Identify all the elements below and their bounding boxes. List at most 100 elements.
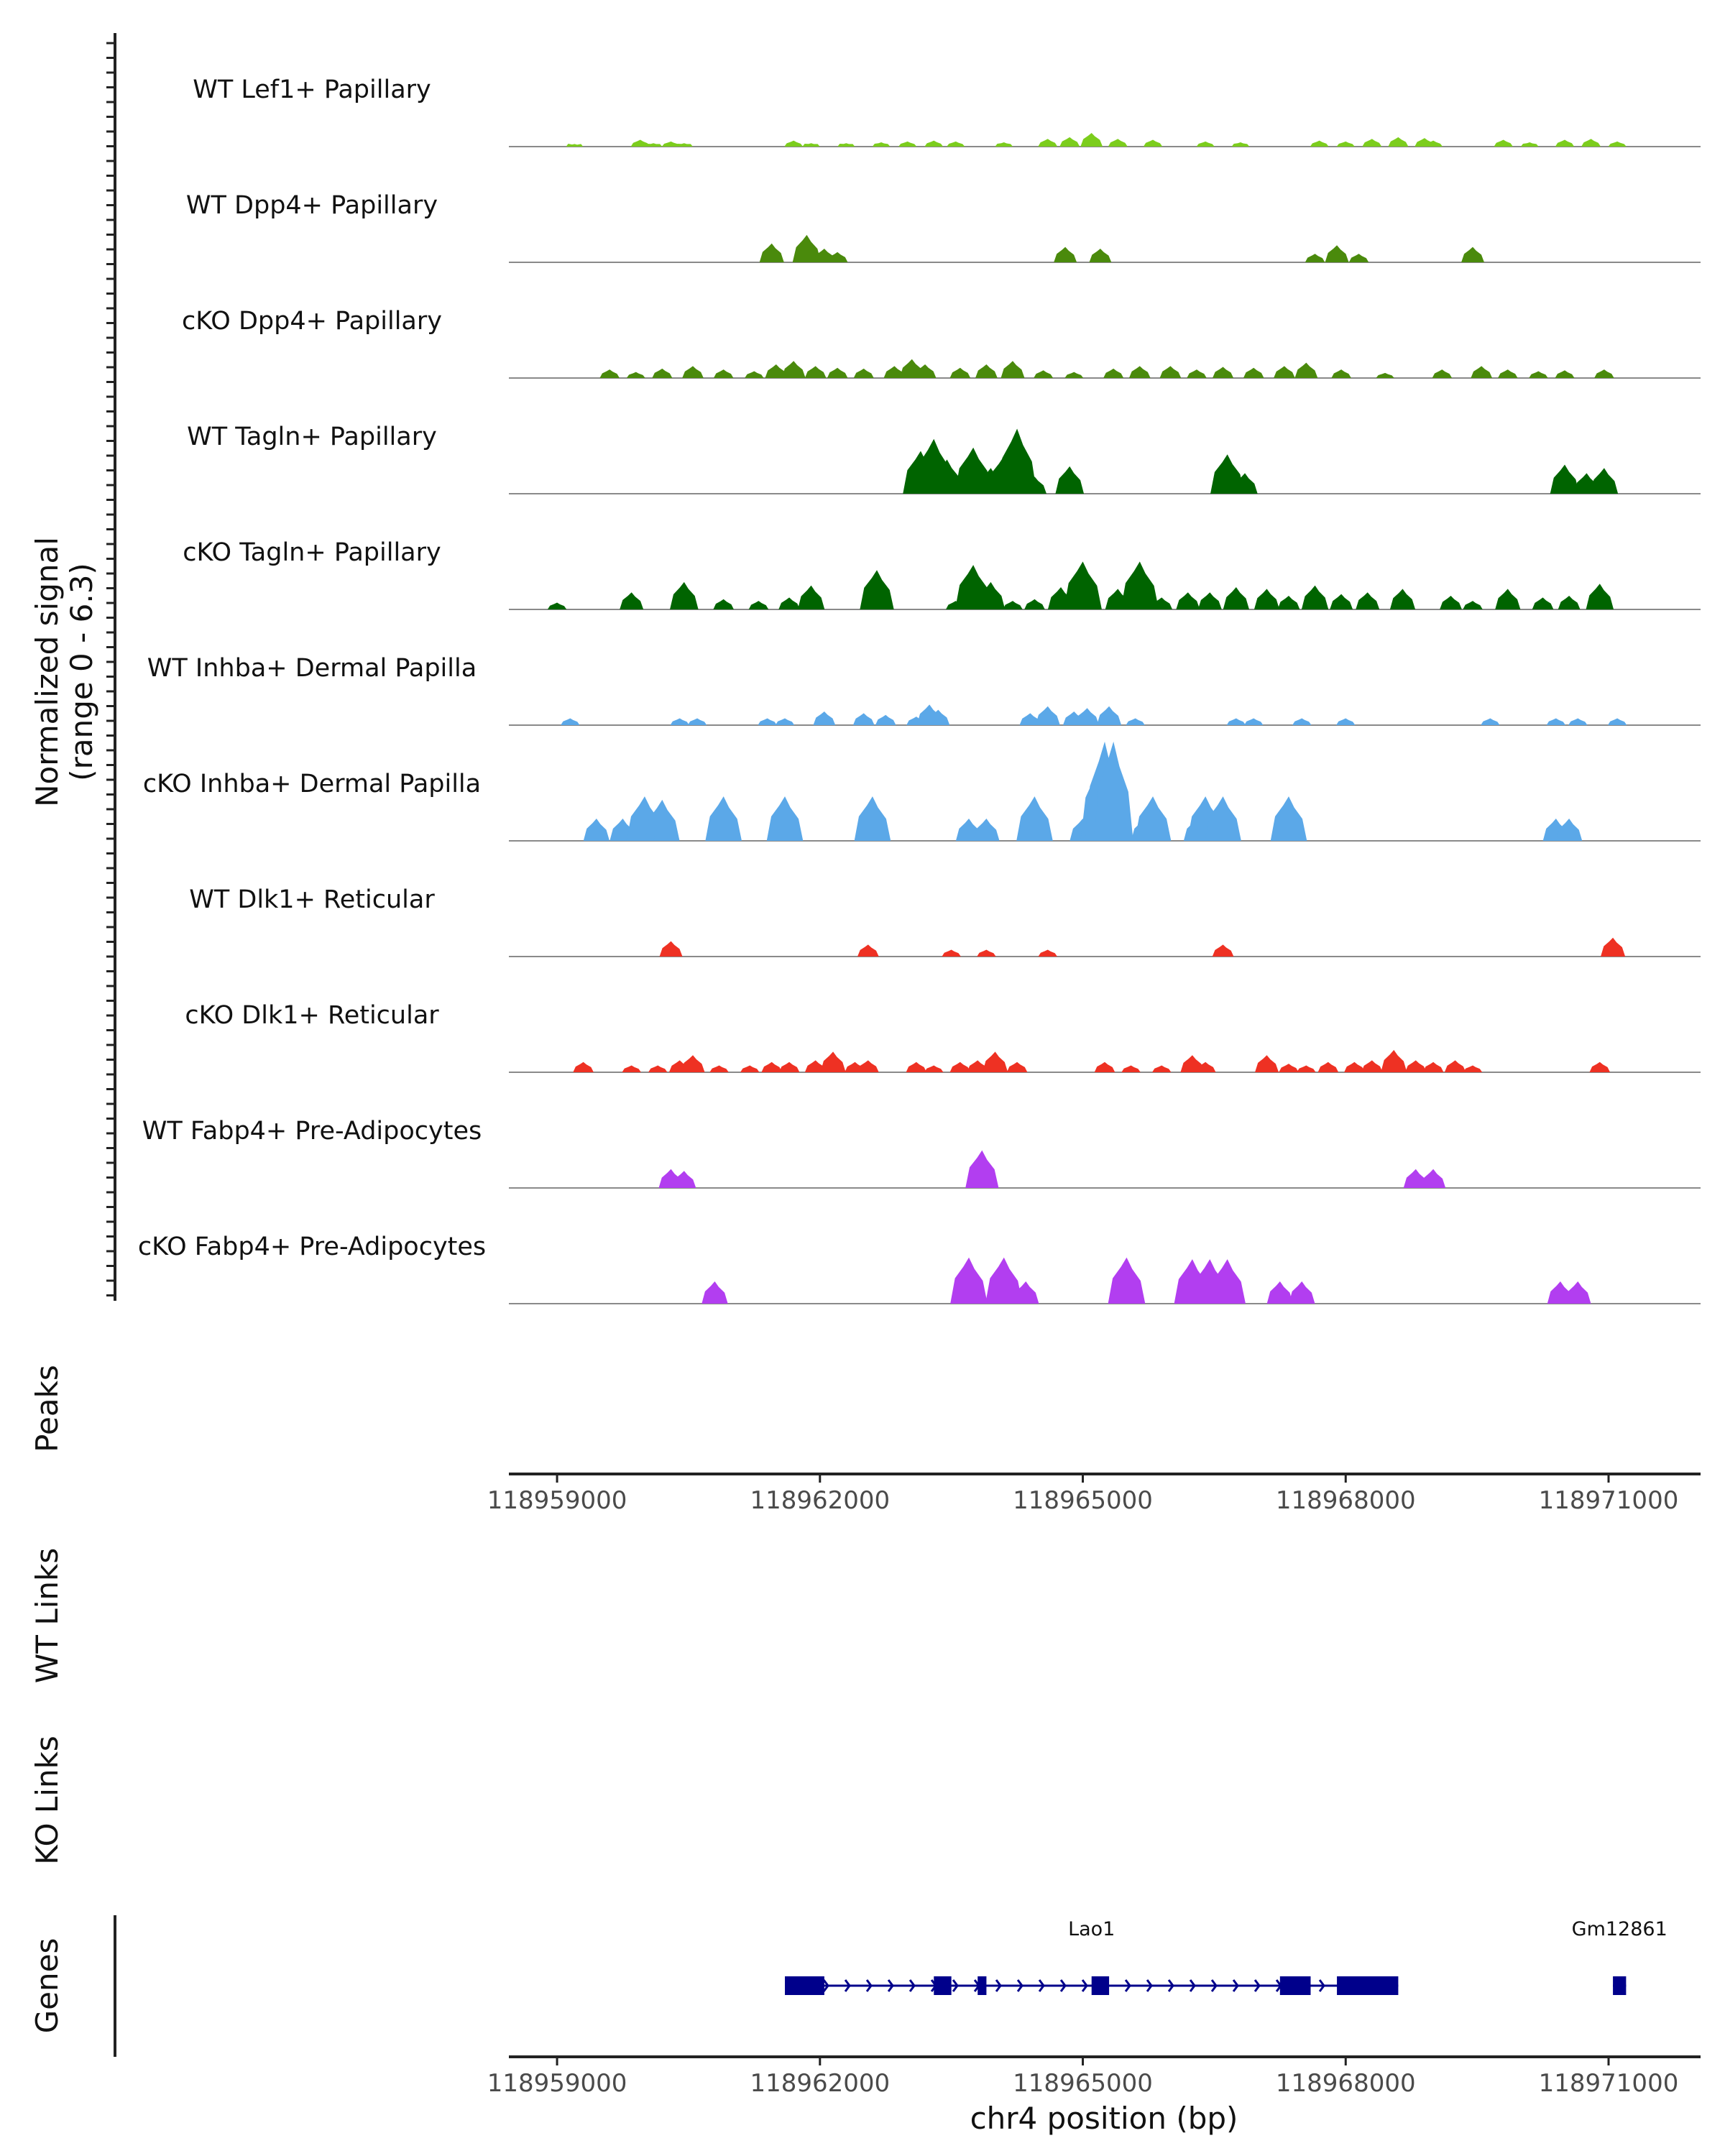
track-label: cKO Fabp4+ Pre-Adipocytes: [138, 1233, 486, 1261]
gene: Lao1: [785, 1918, 1399, 1995]
coverage-peak: [985, 1257, 1023, 1304]
x-tick-label: 118965000: [1013, 1486, 1153, 1515]
strand-arrow: [822, 1979, 829, 1992]
coverage-peak: [1075, 708, 1100, 725]
coverage-peak: [661, 141, 681, 147]
coverage-peak: [1274, 366, 1295, 378]
peaks-panel-label: Peaks: [29, 1365, 65, 1452]
coverage-peak: [1481, 718, 1500, 725]
coverage-peak: [1093, 741, 1133, 841]
coverage-peak: [1532, 597, 1554, 609]
coverage-peak: [1231, 142, 1250, 147]
coverage-peak: [1016, 796, 1053, 841]
coverage-track: cKO Fabp4+ Pre-Adipocytes: [138, 1233, 1701, 1304]
coverage-peak: [1590, 468, 1619, 494]
strand-arrow: [1167, 1979, 1174, 1992]
track-label: WT Inhba+ Dermal Papilla: [147, 654, 477, 683]
coverage-peak: [1520, 142, 1539, 147]
coverage-peak: [1292, 718, 1312, 725]
coverage-peak: [853, 368, 874, 378]
coverage-peak: [1607, 718, 1627, 725]
coverage-peak: [1089, 248, 1112, 262]
coverage-peak: [713, 369, 734, 378]
coverage-peak: [1546, 718, 1566, 725]
coverage-peak: [1555, 139, 1575, 147]
x-tick-label: 118968000: [1276, 1486, 1416, 1515]
strand-arrow: [865, 1979, 873, 1992]
gene-exon: [978, 1976, 987, 1995]
coverage-peak: [630, 139, 650, 147]
coverage-peak: [804, 1060, 827, 1072]
coverage-peak: [583, 819, 610, 841]
strand-arrow: [844, 1979, 851, 1992]
strand-arrow: [1232, 1979, 1239, 1992]
coverage-peak: [675, 143, 693, 147]
coverage-track: WT Lef1+ Papillary: [193, 75, 1701, 147]
coverage-peak: [1356, 592, 1380, 609]
y-axis-range: (range 0 - 6.3): [64, 563, 99, 781]
coverage-peak: [995, 142, 1013, 147]
coverage-peak: [766, 796, 804, 841]
gene-exon: [1613, 1976, 1627, 1995]
coverage-peak: [1336, 141, 1355, 147]
coverage-peak: [1594, 369, 1614, 378]
coverage-peak: [852, 713, 875, 725]
coverage-peak: [1294, 362, 1318, 378]
strand-arrow: [1038, 1979, 1045, 1992]
coverage-peak: [652, 368, 673, 378]
coverage-peak: [1424, 140, 1443, 147]
coverage-peak: [1121, 1065, 1141, 1072]
coverage-peak: [949, 1061, 971, 1072]
coverage-peak: [1176, 592, 1200, 609]
coverage-peak: [645, 143, 663, 147]
gene-annotations: Lao1 Gm12861: [785, 1918, 1668, 1995]
coverage-peak: [1389, 589, 1416, 609]
coverage-peak: [1054, 247, 1077, 262]
coverage-peak: [1558, 595, 1581, 609]
coverage-peak: [626, 372, 645, 378]
coverage-peak: [561, 718, 580, 725]
coverage-peak: [1080, 132, 1103, 147]
coverage-peak: [1213, 367, 1234, 378]
y-axis-title: Normalized signal: [29, 537, 65, 807]
coverage-peak: [860, 570, 894, 609]
track-label: WT Fabp4+ Pre-Adipocytes: [142, 1117, 482, 1146]
y-axis-ticks: [106, 42, 115, 1296]
track-label: cKO Dpp4+ Papillary: [182, 307, 442, 336]
coverage-peak: [1422, 1061, 1444, 1072]
coverage-peak: [1187, 369, 1207, 378]
coverage-peak: [745, 371, 764, 378]
strand-arrow: [1124, 1979, 1131, 1992]
x-tick-label: 118965000: [1013, 2069, 1153, 2098]
coverage-peak: [1152, 1065, 1172, 1072]
coverage-peak: [1003, 601, 1023, 609]
strand-arrow: [995, 1979, 1002, 1992]
coverage-peak: [997, 428, 1037, 494]
coverage-peak: [1000, 361, 1025, 378]
coverage-peak: [761, 1061, 783, 1072]
coverage-peak: [827, 252, 848, 262]
coverage-peak: [1498, 369, 1518, 378]
coverage-peak: [748, 601, 769, 609]
coverage-peak: [659, 941, 683, 957]
coverage-peak: [1209, 1259, 1246, 1304]
coverage-peak: [1421, 1169, 1446, 1188]
coverage-peak: [857, 1060, 879, 1072]
coverage-peak: [1035, 706, 1060, 725]
coverage-peak: [1608, 141, 1627, 147]
coverage-peak: [758, 718, 777, 725]
coverage-peak: [653, 819, 680, 841]
gene: Gm12861: [1572, 1918, 1668, 1995]
coverage-peak: [765, 364, 788, 378]
coverage-peak: [820, 1051, 846, 1072]
coverage-peak: [1277, 595, 1300, 609]
coverage-peak: [837, 143, 855, 147]
coverage-peak: [898, 141, 917, 147]
coverage-peak: [1022, 476, 1046, 494]
coverage-track: WT Dlk1+ Reticular: [189, 885, 1701, 957]
coverage-peak: [1094, 1061, 1116, 1072]
coverage-peak: [672, 1171, 696, 1188]
coverage-peak: [1270, 796, 1307, 841]
coverage-peak: [1212, 944, 1234, 957]
gene-exon: [785, 1976, 824, 1995]
